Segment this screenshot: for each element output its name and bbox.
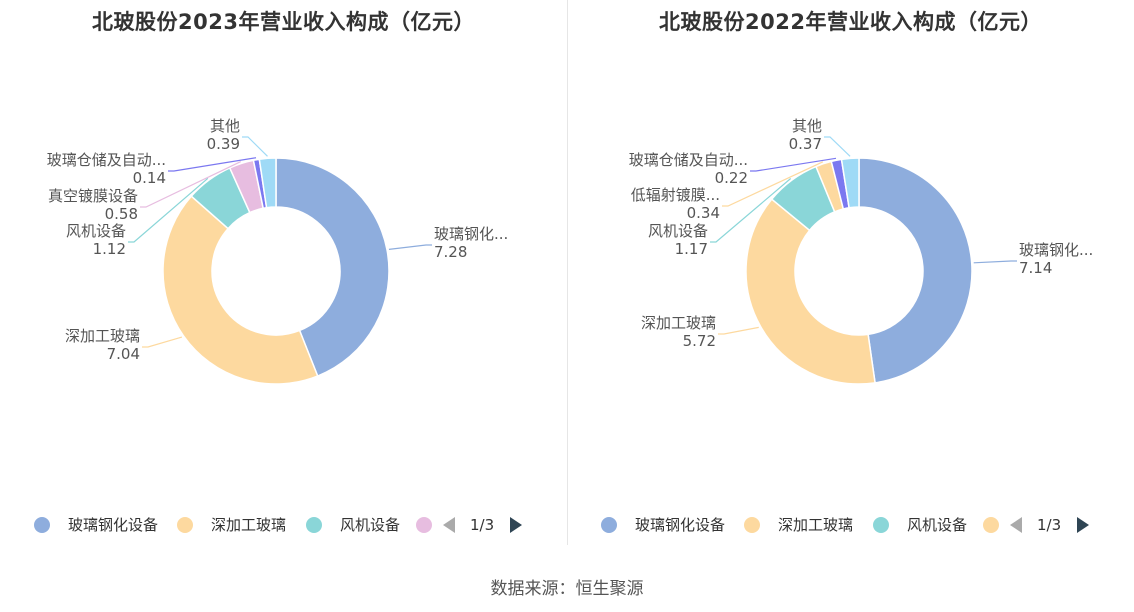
legend-page-indicator: 1/3 [1037, 516, 1062, 534]
data-source-note: 数据来源：恒生聚源 [490, 579, 644, 599]
pie-slice[interactable] [858, 157, 973, 384]
pie-slice[interactable] [745, 198, 876, 385]
legend-marker-icon [601, 517, 617, 533]
slice-label: 玻璃钢化... [434, 225, 508, 243]
chart-title: 北玻股份2022年营业收入构成（亿元） [659, 10, 1042, 34]
leader-line [973, 260, 1017, 264]
leader-line [722, 161, 824, 207]
chart-panel-2023: 北玻股份2023年营业收入构成（亿元） 玻璃钢化... 7.28 深加工玻璃 7.04… [0, 0, 567, 545]
chart-title: 北玻股份2023年营业收入构成（亿元） [92, 10, 475, 34]
leader-line [242, 136, 268, 157]
leader-line [128, 177, 209, 243]
leader-line [750, 157, 837, 172]
pie-slice[interactable] [275, 157, 390, 378]
slice-value-label: 0.22 [715, 169, 748, 187]
slice-value-label: 0.34 [687, 204, 720, 222]
slice-label: 其他 [210, 117, 240, 135]
legend-marker-icon [306, 517, 322, 533]
legend-label: 风机设备 [907, 516, 968, 534]
legend-label: 玻璃钢化设备 [68, 516, 159, 534]
legend-marker-icon [34, 517, 50, 533]
slice-label: 玻璃仓储及自动... [47, 151, 166, 169]
pie-slice[interactable] [258, 157, 277, 209]
legend-next-page-icon[interactable] [510, 517, 522, 533]
leader-line [142, 336, 183, 348]
leader-line [140, 160, 242, 208]
legend-marker-icon [177, 517, 193, 533]
slice-value-label: 0.39 [207, 135, 240, 153]
slice-label: 深加工玻璃 [641, 314, 716, 332]
slice-label: 玻璃钢化... [1019, 241, 1093, 259]
legend-marker-icon [744, 517, 760, 533]
slice-label: 风机设备 [66, 222, 126, 240]
chart-legend: 玻璃钢化设备 深加工玻璃 风机设备 1/3 [0, 514, 567, 536]
legend-marker-icon[interactable] [983, 517, 999, 533]
slice-label: 风机设备 [648, 222, 708, 240]
slice-value-label: 7.04 [107, 345, 140, 363]
leader-line [710, 178, 792, 243]
legend-marker-icon[interactable] [416, 517, 432, 533]
legend-next-page-icon[interactable] [1077, 517, 1089, 533]
slice-label: 真空镀膜设备 [48, 187, 138, 205]
slice-label: 深加工玻璃 [65, 327, 140, 345]
legend-label: 玻璃钢化设备 [635, 516, 726, 534]
slice-value-label: 0.58 [105, 205, 138, 223]
chart-panel-2022: 北玻股份2022年营业收入构成（亿元） 玻璃钢化... 7.14 深加工玻璃 5.72… [567, 0, 1134, 545]
legend-page-indicator: 1/3 [470, 516, 495, 534]
legend-label: 风机设备 [340, 516, 401, 534]
slice-value-label: 1.17 [675, 240, 708, 258]
legend-label: 深加工玻璃 [778, 516, 854, 534]
slice-value-label: 0.14 [133, 169, 166, 187]
leader-line [824, 136, 851, 157]
slice-label: 其他 [792, 117, 822, 135]
leader-line [168, 157, 257, 172]
legend-prev-page-icon[interactable] [443, 517, 455, 533]
pie-slice[interactable] [162, 195, 319, 385]
slice-label: 低辐射镀膜... [631, 186, 720, 204]
leader-line [388, 244, 432, 251]
slice-value-label: 1.12 [93, 240, 126, 258]
legend-prev-page-icon[interactable] [1010, 517, 1022, 533]
legend-marker-icon [873, 517, 889, 533]
chart-legend: 玻璃钢化设备 深加工玻璃 风机设备 1/3 [567, 514, 1134, 536]
panel-divider [567, 0, 568, 545]
slice-label: 玻璃仓储及自动... [629, 151, 748, 169]
slice-value-label: 7.28 [434, 243, 467, 261]
leader-line [718, 326, 759, 335]
slice-value-label: 5.72 [683, 332, 716, 350]
slice-value-label: 0.37 [789, 135, 822, 153]
slice-value-label: 7.14 [1019, 259, 1052, 277]
pie-slice[interactable] [840, 157, 860, 209]
legend-label: 深加工玻璃 [211, 516, 287, 534]
